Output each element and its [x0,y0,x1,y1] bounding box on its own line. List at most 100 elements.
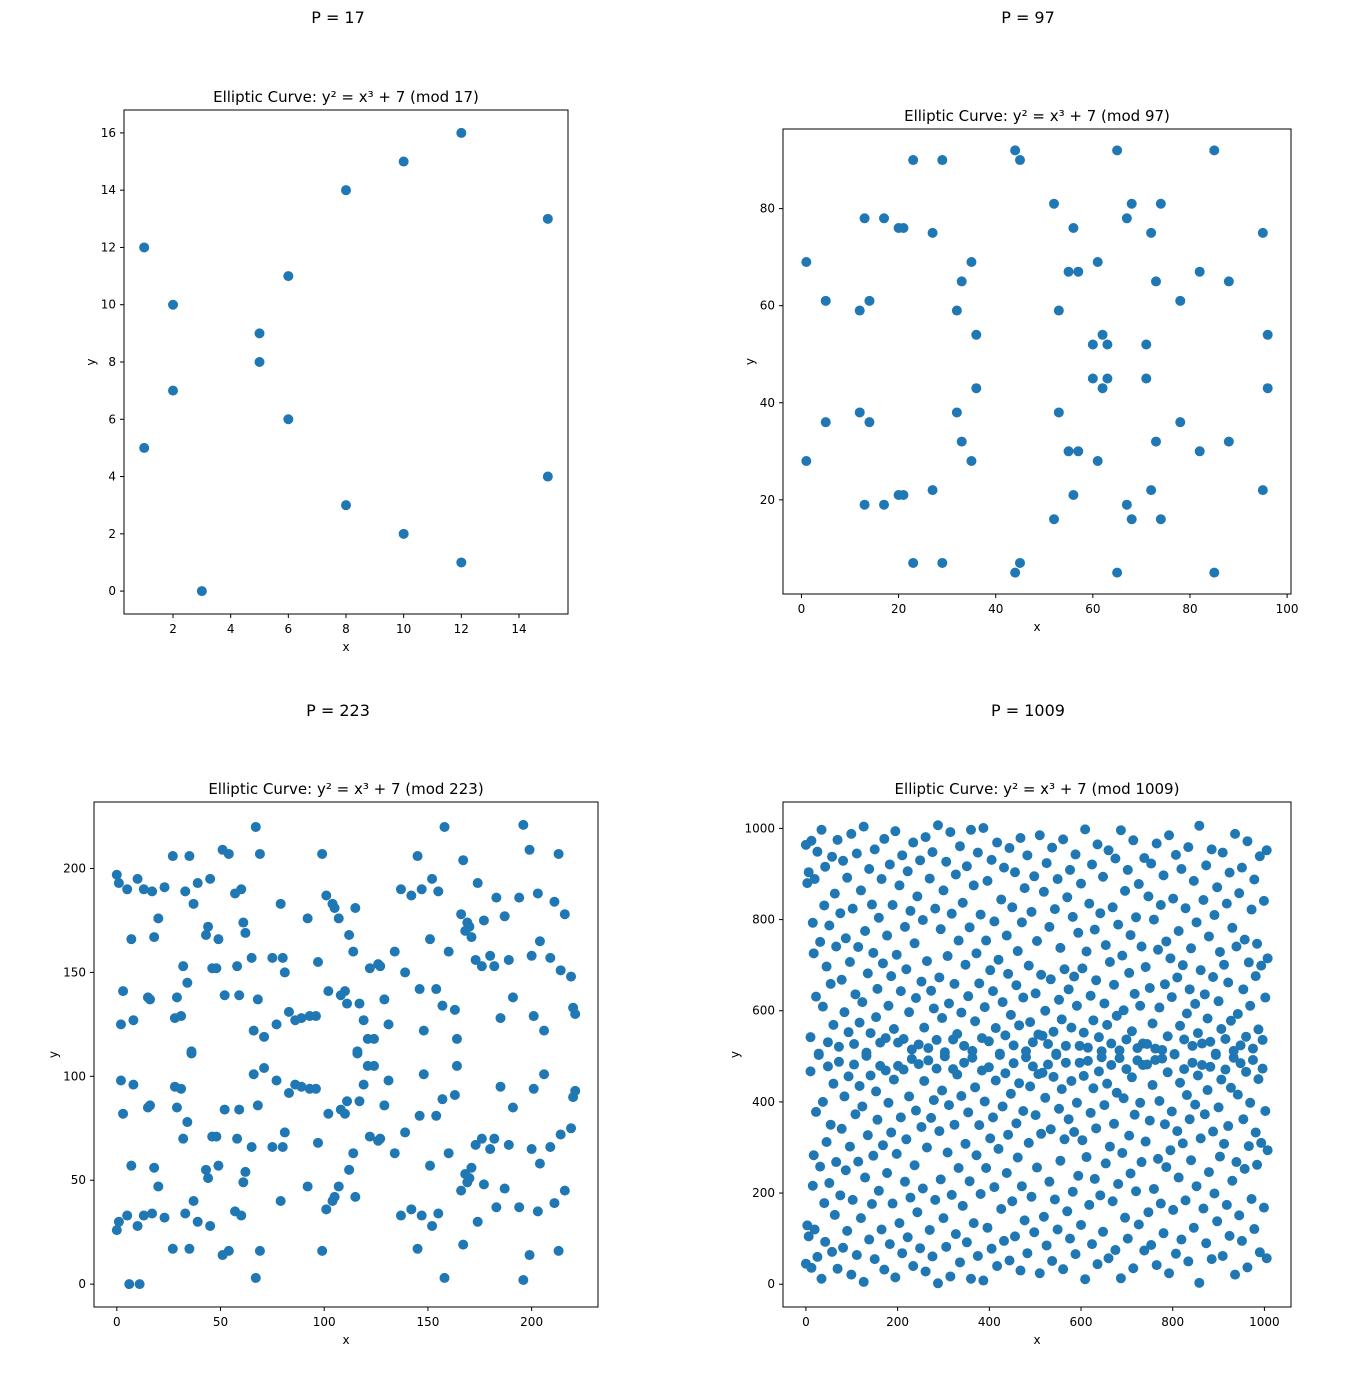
data-point [1254,1247,1265,1258]
data-point [1074,1057,1085,1068]
data-point [277,1141,288,1152]
data-point [1144,982,1155,993]
data-point [1016,1181,1027,1192]
data-point [992,1260,1003,1271]
data-point [115,1019,126,1030]
data-point [1067,1186,1078,1197]
data-point [1191,917,1202,928]
data-point [1091,975,1102,986]
data-point [1131,912,1142,923]
data-point [555,965,566,976]
data-point [1056,1084,1067,1095]
data-point [1158,870,1169,881]
data-point [1059,964,1070,975]
data-point [1261,845,1272,856]
data-point [865,1070,876,1081]
data-point [805,1066,816,1077]
data-point [1055,1155,1066,1166]
data-point [1175,1077,1186,1088]
data-point [832,834,843,845]
data-point [1092,456,1103,466]
data-point [111,1225,122,1236]
data-point [1062,892,1073,903]
data-point [211,1131,222,1142]
data-point [559,909,570,920]
data-point [1045,1124,1056,1135]
data-point [891,949,902,960]
data-point [1077,963,1088,974]
panel-suptitle: P = 1009 [991,701,1065,720]
data-point [978,822,989,833]
data-point [369,1033,379,1044]
data-point [816,824,827,835]
data-point [350,1191,361,1202]
data-point [1181,1008,1192,1019]
data-point [1037,1030,1048,1041]
data-point [846,1269,857,1280]
data-point [1026,906,1037,917]
data-point [219,990,230,1001]
data-point [1015,833,1026,844]
data-point [539,1025,550,1036]
data-point [1254,851,1265,862]
data-point [1159,979,1170,990]
data-point [358,1015,369,1026]
data-point [153,1181,164,1192]
data-point [470,1139,481,1150]
data-point [886,971,897,982]
data-point [126,1160,137,1171]
data-point [1058,1264,1069,1275]
data-point [833,1041,844,1052]
data-point [1071,1097,1082,1108]
data-point [570,1008,581,1019]
data-point [1113,919,1124,930]
data-point [352,1048,363,1059]
data-point [1146,227,1157,238]
data-point [840,933,851,944]
data-point [931,1034,942,1045]
x-axis-label: x [342,1333,349,1347]
data-point [1146,485,1157,496]
data-point [134,1279,145,1290]
data-point [862,1130,873,1141]
data-point [872,983,883,994]
data-point [1258,1202,1269,1213]
data-point [124,1279,135,1290]
x-tick-label: 12 [454,622,469,636]
data-point [1102,373,1113,384]
data-point [1180,1195,1191,1206]
data-point [113,878,124,889]
data-point [1175,1020,1186,1031]
data-point [418,1069,429,1080]
data-point [831,941,842,952]
data-point [839,1007,850,1018]
data-point [1151,838,1162,849]
data-point [926,1112,937,1123]
data-point [1104,956,1115,967]
data-point [1242,1262,1253,1273]
data-point [992,837,1003,848]
data-point [1256,1137,1267,1148]
data-point [1157,1053,1168,1064]
x-tick-label: 10 [396,622,411,636]
data-point [960,959,971,970]
y-axis-label: y [47,1051,61,1058]
data-point [1010,567,1021,578]
data-point [905,905,916,916]
data-point [986,1243,997,1254]
data-point [967,1052,978,1063]
data-point [1073,1170,1084,1181]
data-point [908,837,919,848]
data-point [817,1001,828,1012]
data-point [1235,1040,1246,1051]
data-point [1125,930,1136,941]
data-point [943,998,954,1009]
data-point [1252,938,1263,949]
data-point [843,1027,854,1038]
data-point [1065,1233,1076,1244]
data-point [1239,1163,1250,1174]
data-point [994,1049,1005,1060]
data-point [1069,1126,1080,1137]
data-point [894,880,905,891]
data-point [545,952,556,963]
